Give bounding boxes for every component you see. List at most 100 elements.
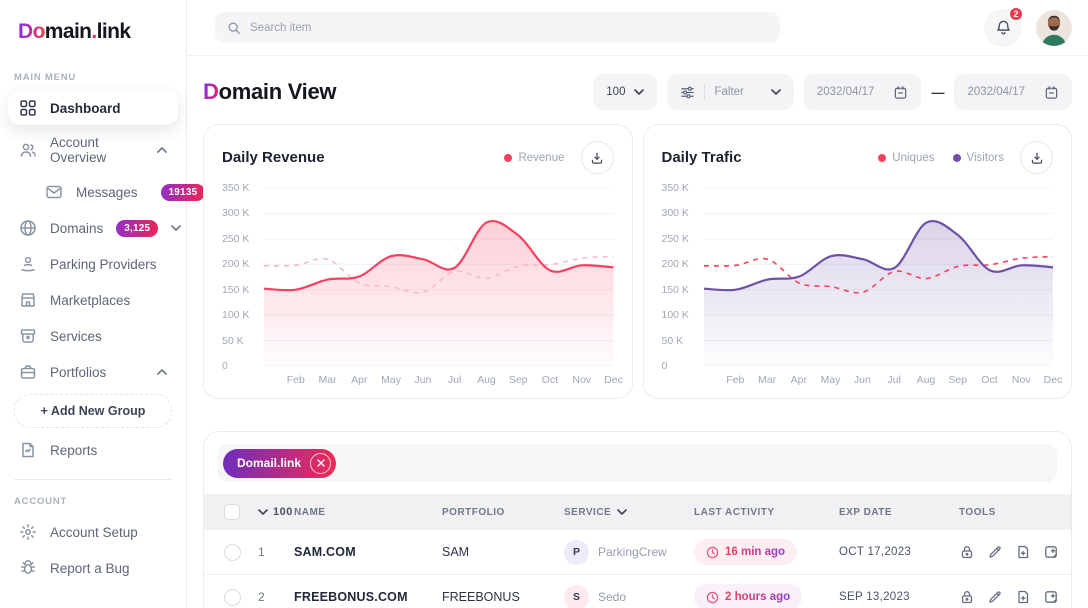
x-axis-tick: Jun bbox=[414, 374, 432, 386]
chevron-down-icon bbox=[617, 509, 628, 515]
messages-badge: 19135 bbox=[160, 183, 206, 201]
remove-filter-button[interactable] bbox=[310, 452, 332, 474]
select-all-checkbox[interactable] bbox=[224, 504, 240, 520]
x-axis-tick: Oct bbox=[541, 374, 559, 386]
column-last-activity: LAST ACTIVITY bbox=[694, 506, 775, 518]
sidebar-item-marketplaces[interactable]: Marketplaces bbox=[8, 283, 178, 317]
sidebar-item-label: Reports bbox=[50, 442, 98, 458]
sidebar-item-account-setup[interactable]: Account Setup bbox=[8, 515, 178, 549]
title-rest: omain View bbox=[218, 79, 337, 104]
sidebar-item-parking-providers[interactable]: Parking Providers bbox=[8, 247, 178, 281]
page-header: Domain View 100 Falter 2032/04/17 bbox=[203, 74, 1072, 110]
x-axis-tick: May bbox=[820, 374, 841, 386]
sidebar-item-label: Account Setup bbox=[50, 524, 138, 540]
clock-icon bbox=[706, 591, 719, 603]
column-service[interactable]: SERVICE bbox=[564, 507, 694, 518]
table-row: 1 SAM.COM SAM P ParkingCrew 16 min ago O… bbox=[204, 530, 1071, 575]
file-add-icon bbox=[1018, 590, 1029, 604]
sidebar-item-reports[interactable]: Reports bbox=[8, 433, 178, 467]
sidebar-item-services[interactable]: Services bbox=[8, 319, 178, 353]
topbar-actions: 2 bbox=[984, 5, 1072, 47]
row-checkbox[interactable] bbox=[224, 588, 241, 606]
legend-label: Revenue bbox=[518, 151, 565, 164]
x-axis-tick: Feb bbox=[726, 374, 745, 386]
column-exp-date: EXP DATE bbox=[839, 506, 893, 518]
chart-header: Daily Revenue Revenue bbox=[222, 141, 614, 174]
row-number: 1 bbox=[258, 545, 265, 559]
domains-badge: 3,125 bbox=[116, 219, 159, 237]
chart-title: Daily Revenue bbox=[222, 149, 325, 166]
column-name: NAME bbox=[294, 506, 326, 518]
sidebar-item-domains[interactable]: Domains 3,125 bbox=[8, 211, 182, 245]
daily-revenue-card: Daily Revenue Revenue 350 K 300 K 250 K 200… bbox=[203, 124, 633, 399]
chart-plot bbox=[264, 188, 614, 366]
service-name: Sedo bbox=[598, 590, 627, 604]
activity-text: 16 min ago bbox=[725, 546, 786, 558]
download-icon bbox=[591, 152, 603, 164]
x-axis-tick: Nov bbox=[572, 374, 592, 386]
charts-row: Daily Revenue Revenue 350 K 300 K 250 K 200… bbox=[203, 124, 1072, 399]
download-button[interactable] bbox=[580, 141, 614, 174]
sidebar-item-dashboard[interactable]: Dashboard bbox=[8, 91, 178, 125]
row-checkbox[interactable] bbox=[224, 543, 241, 561]
chevron-down-icon bbox=[258, 509, 268, 515]
sidebar-item-messages[interactable]: Messages 19135 bbox=[34, 175, 206, 209]
download-button[interactable] bbox=[1020, 141, 1053, 174]
avatar[interactable] bbox=[1036, 9, 1072, 46]
date-from-picker[interactable]: 2032/04/17 bbox=[803, 74, 922, 110]
chart-header: Daily Trafic Uniques Visitors bbox=[662, 141, 1053, 174]
tools-cell bbox=[959, 544, 1060, 561]
count-select[interactable]: 100 bbox=[593, 74, 658, 110]
calendar-icon bbox=[895, 85, 907, 99]
chevron-down-icon bbox=[771, 89, 781, 95]
column-count[interactable]: 100 bbox=[258, 506, 294, 518]
chevron-down-icon bbox=[634, 89, 645, 95]
date-to-picker[interactable]: 2032/04/17 bbox=[954, 74, 1072, 110]
sidebar-item-report-bug[interactable]: Report a Bug bbox=[8, 551, 178, 585]
x-axis-tick: Dec bbox=[604, 374, 623, 386]
filter-chip[interactable]: Domail.link bbox=[223, 448, 337, 478]
edit-button[interactable] bbox=[987, 589, 1004, 606]
x-axis-tick: Aug bbox=[916, 374, 936, 386]
chart-series-Visitors bbox=[704, 221, 1054, 290]
x-axis-tick: Mar bbox=[757, 374, 777, 386]
file-add-button[interactable] bbox=[1015, 544, 1032, 561]
calendar-icon bbox=[1045, 85, 1058, 99]
main-area: 2 Domain View 100 bbox=[187, 0, 1088, 608]
table-header-row: 100 NAME PORTFOLIO SERVICE LAST ACTIVITY… bbox=[204, 494, 1071, 530]
lock-button[interactable] bbox=[959, 589, 976, 606]
last-activity-cell: 2 hours ago bbox=[694, 584, 839, 608]
chart-plot bbox=[703, 188, 1054, 366]
pencil-icon bbox=[989, 591, 1001, 603]
file-export-icon bbox=[1045, 591, 1057, 603]
filter-select[interactable]: Falter bbox=[667, 74, 794, 110]
lock-button[interactable] bbox=[959, 544, 976, 561]
x-axis-tick: Oct bbox=[981, 374, 998, 386]
box-icon bbox=[20, 329, 36, 343]
sidebar-item-portfolios[interactable]: Portfolios bbox=[8, 355, 178, 389]
tools-cell bbox=[959, 589, 1060, 606]
file-add-button[interactable] bbox=[1015, 589, 1032, 606]
search-input[interactable] bbox=[250, 21, 768, 34]
service-initial-badge: P bbox=[564, 539, 589, 565]
search-bar[interactable] bbox=[215, 12, 780, 43]
notifications-button[interactable]: 2 bbox=[984, 5, 1024, 47]
filter-label: Falter bbox=[714, 86, 744, 98]
account-section-label: ACCOUNT bbox=[14, 496, 68, 507]
domains-table-card: Domail.link 100 NAME PORTFOLIO bbox=[203, 431, 1072, 608]
file-export-button[interactable] bbox=[1043, 544, 1060, 561]
sidebar-item-account-overview[interactable]: Account Overview bbox=[8, 127, 178, 173]
bug-icon bbox=[20, 560, 36, 574]
sidebar-item-label: Parking Providers bbox=[50, 256, 157, 272]
column-tools: TOOLS bbox=[959, 506, 996, 518]
service-cell: P ParkingCrew bbox=[564, 539, 694, 565]
file-export-button[interactable] bbox=[1043, 589, 1060, 606]
filter-chip-label: Domail.link bbox=[237, 456, 302, 470]
logo-accent: Do bbox=[18, 20, 45, 43]
edit-button[interactable] bbox=[987, 544, 1004, 561]
add-new-group-button[interactable]: + Add New Group bbox=[14, 394, 172, 428]
